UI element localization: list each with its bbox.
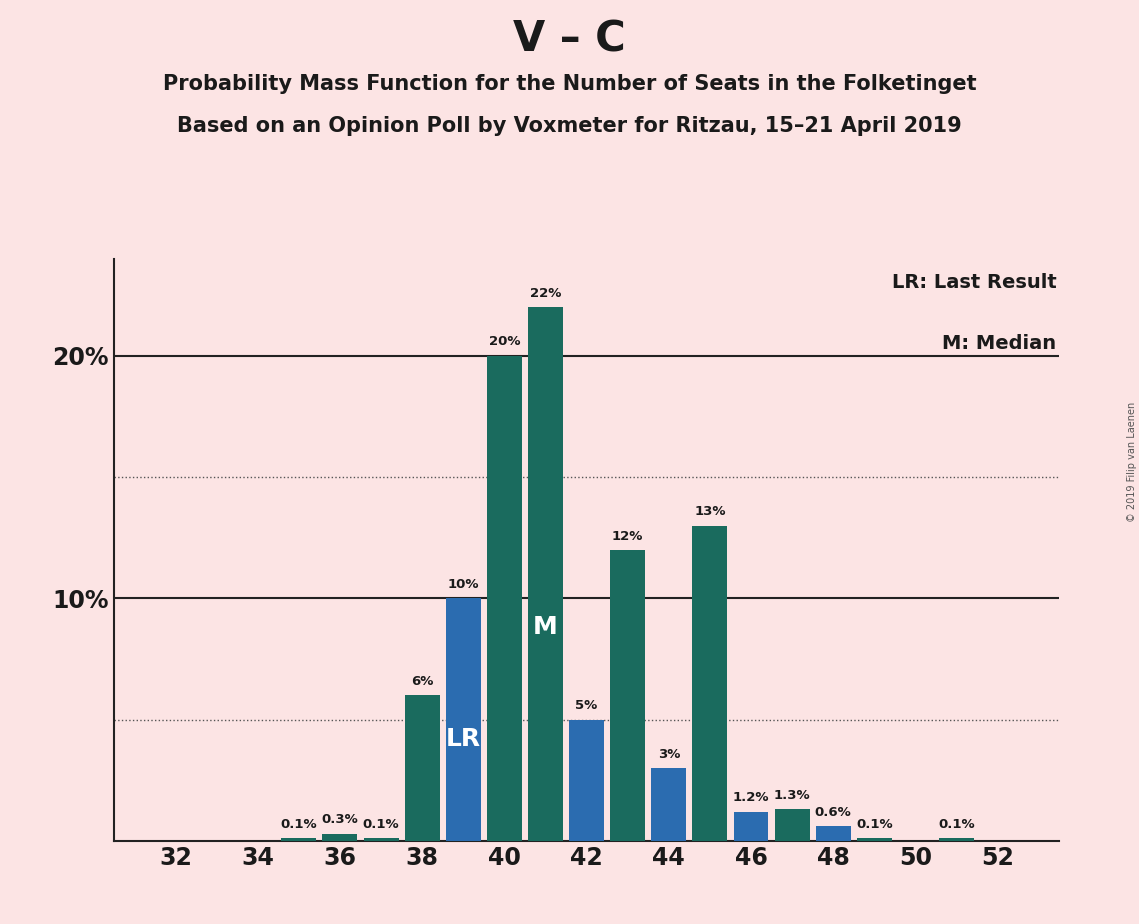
Bar [486, 356, 522, 841]
Text: 13%: 13% [694, 505, 726, 518]
Bar [734, 812, 769, 841]
Text: LR: Last Result: LR: Last Result [892, 274, 1057, 292]
Text: 0.1%: 0.1% [362, 818, 400, 832]
Text: M: M [533, 615, 558, 639]
Text: © 2019 Filip van Laenen: © 2019 Filip van Laenen [1126, 402, 1137, 522]
Text: 10%: 10% [448, 578, 480, 591]
Text: 5%: 5% [575, 699, 598, 712]
Bar [528, 307, 563, 841]
Bar [816, 826, 851, 841]
Text: 12%: 12% [612, 529, 644, 542]
Text: 22%: 22% [530, 287, 562, 300]
Text: V – C: V – C [514, 18, 625, 60]
Text: 0.1%: 0.1% [280, 818, 317, 832]
Bar [281, 838, 317, 841]
Text: 1.3%: 1.3% [773, 789, 811, 802]
Bar [363, 838, 399, 841]
Bar [570, 720, 604, 841]
Text: 3%: 3% [657, 748, 680, 760]
Bar [857, 838, 892, 841]
Text: 0.6%: 0.6% [814, 806, 852, 819]
Text: 20%: 20% [489, 335, 521, 348]
Text: LR: LR [445, 727, 481, 751]
Text: Based on an Opinion Poll by Voxmeter for Ritzau, 15–21 April 2019: Based on an Opinion Poll by Voxmeter for… [178, 116, 961, 136]
Bar [939, 838, 974, 841]
Text: Probability Mass Function for the Number of Seats in the Folketinget: Probability Mass Function for the Number… [163, 74, 976, 94]
Text: 6%: 6% [411, 675, 433, 688]
Bar [445, 599, 481, 841]
Bar [775, 809, 810, 841]
Bar [693, 526, 728, 841]
Bar [404, 695, 440, 841]
Bar [611, 550, 645, 841]
Text: 0.3%: 0.3% [321, 813, 359, 826]
Text: 1.2%: 1.2% [732, 792, 769, 805]
Text: 0.1%: 0.1% [857, 818, 893, 832]
Bar [322, 833, 358, 841]
Bar [652, 768, 687, 841]
Text: 0.1%: 0.1% [939, 818, 975, 832]
Text: M: Median: M: Median [942, 334, 1057, 353]
